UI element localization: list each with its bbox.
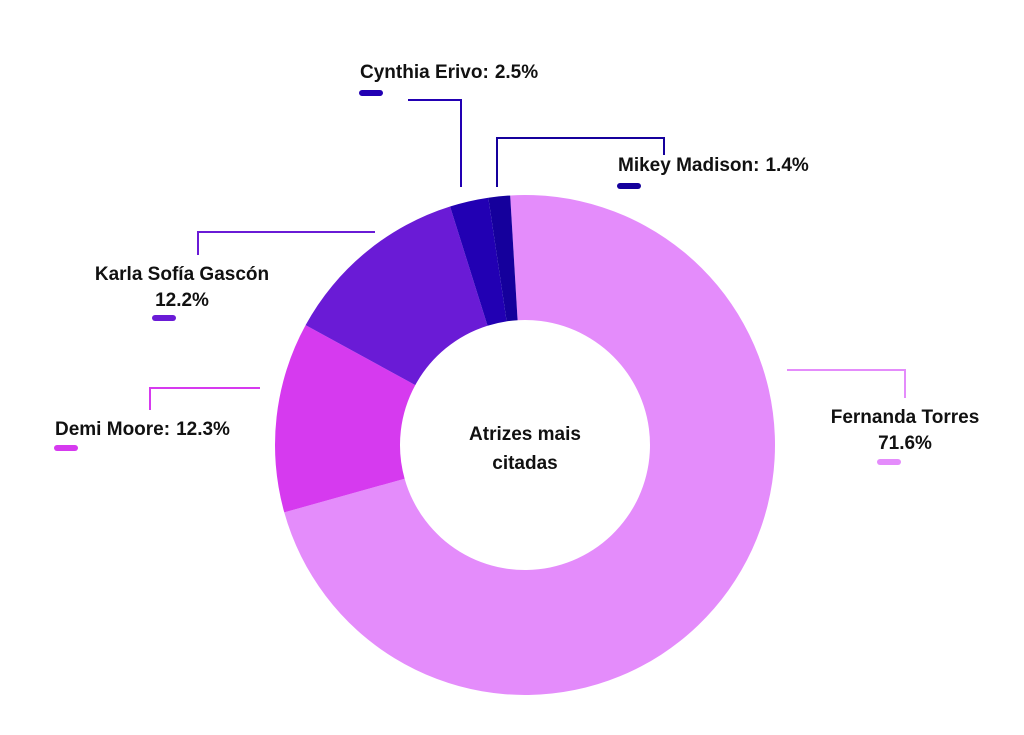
slice-label: Cynthia Erivo: 2.5% [360, 62, 538, 83]
slice-value: 71.6% [878, 433, 932, 454]
slice-name: Mikey Madison: [618, 155, 759, 176]
slice-value: 12.2% [155, 290, 209, 311]
leader-line [787, 369, 906, 398]
slice-name: Cynthia Erivo: [360, 62, 489, 83]
center-label: Atrizes mais [469, 424, 581, 445]
donut-slice [305, 206, 488, 386]
leader-line [408, 99, 462, 187]
slice-name: Demi Moore: [55, 419, 170, 440]
leader-line [149, 387, 260, 410]
donut-slice [275, 325, 416, 513]
slice-label: Demi Moore: 12.3% [55, 419, 230, 440]
donut-slice [488, 195, 518, 322]
slice-name: Fernanda Torres [831, 407, 980, 428]
slice-label: Mikey Madison: 1.4% [618, 155, 809, 176]
slice-value: 2.5% [495, 62, 538, 83]
leader-line [197, 231, 375, 255]
center-label: citadas [492, 453, 557, 474]
slice-value: 12.3% [176, 419, 230, 440]
donut-slice [284, 195, 775, 695]
slice-name: Karla Sofía Gascón [95, 264, 269, 285]
slice-value: 1.4% [765, 155, 808, 176]
donut-slice [450, 197, 507, 326]
leader-line [496, 137, 665, 187]
